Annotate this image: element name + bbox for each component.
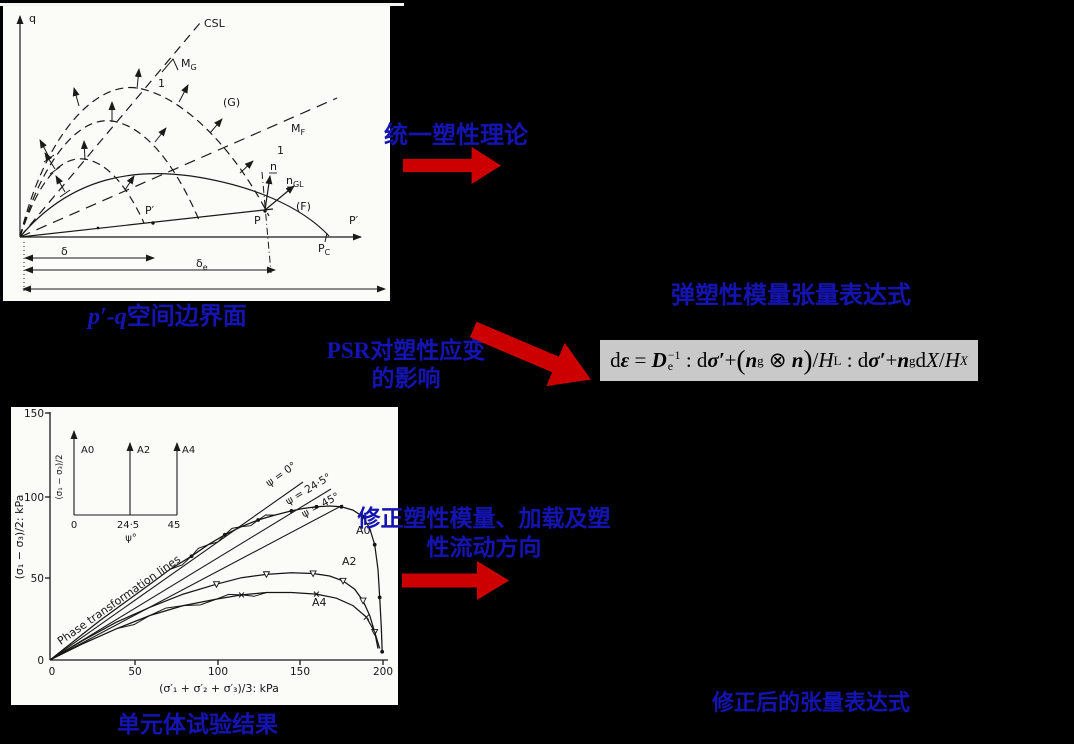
psr-effect-caption: PSR对塑性应变 的影响 (302, 337, 510, 393)
modified-modulus-caption: 修正塑性模量、加载及塑 性流动方向 (352, 504, 616, 562)
y-axis-label: (σ₁ − σ₃)/2: kPa (13, 495, 26, 580)
pq-space-caption: p′-q空间边界面 (88, 296, 247, 331)
n-label: n (270, 160, 277, 173)
mf-label: MF (291, 122, 306, 137)
modified-modulus-line2: 性流动方向 (426, 535, 542, 560)
ytick-150: 150 (24, 408, 44, 420)
inset-xtick-245: 24·5 (117, 520, 139, 531)
inset-x-axis-label: ψ° (125, 533, 137, 544)
ytick-100: 100 (24, 492, 44, 504)
pq-chart-labels: q CSL MG 1 (G) MF 1 n nGL (F) P′ P P′ PC… (29, 12, 359, 272)
p-prime-point (151, 221, 155, 225)
pq-caption-math: p′-q (88, 304, 127, 330)
ngl-vector-arrow (264, 185, 295, 211)
p-point (263, 209, 267, 213)
inset-xtick-45: 45 (168, 520, 181, 531)
pq-space-chart: q CSL MG 1 (G) MF 1 n nGL (F) P′ P P′ PC… (16, 12, 386, 293)
element-test-caption: 单元体试验结果 (117, 712, 278, 737)
psi-lines (49, 481, 344, 661)
ytick-0: 0 (37, 655, 44, 667)
delta-label: δ (61, 245, 68, 258)
f-curve-label: (F) (296, 200, 311, 213)
element-test-chart: A0 A2 A4 150 100 50 0 0 50 100 150 200 (σ′… (13, 408, 393, 695)
flow-arrow-right-icon (403, 147, 501, 184)
xtick-100: 100 (208, 666, 228, 678)
flow-arrow-right-icon (402, 561, 509, 600)
modified-modulus-line1: 修正塑性模量、加载及塑 (357, 506, 611, 531)
modified-tensor-caption: 修正后的张量表达式 (712, 690, 911, 715)
g-curve-label: (G) (223, 96, 240, 109)
inset-diagram (70, 430, 181, 516)
mf-one-label: 1 (277, 144, 284, 157)
pq-chart-geometry (16, 15, 386, 293)
normal-arrows (39, 68, 254, 198)
inset-y-axis-label: (σ₁ − σ₃)/2 (55, 454, 65, 499)
xtick-50: 50 (128, 666, 141, 678)
pq-caption-cjk: 空间边界面 (126, 304, 247, 330)
inset-arrow-a0-label: A0 (81, 445, 94, 456)
mg-label: MG (181, 57, 197, 72)
pc-label: PC (318, 242, 331, 257)
series-A2: A2 (49, 555, 379, 661)
series-A4: A4 (49, 591, 381, 661)
ytick-50: 50 (31, 573, 44, 585)
path-point (96, 226, 100, 230)
psr-effect-line1: PSR对塑性应变 (326, 338, 486, 363)
series-label-A0: A0 (356, 524, 371, 537)
xtick-0: 0 (49, 666, 56, 678)
series-A0: A0 (49, 504, 385, 661)
x-axis-label: (σ′₁ + σ′₂ + σ′₃)/3: kPa (159, 682, 279, 695)
tensor-expression-caption: 弹塑性模量张量表达式 (671, 283, 911, 309)
psr-effect-line2: 的影响 (371, 366, 441, 391)
csl-label: CSL (204, 17, 226, 30)
pq-space-chart-panel: q CSL MG 1 (G) MF 1 n nGL (F) P′ P P′ PC… (3, 6, 390, 301)
xtick-200: 200 (373, 666, 393, 678)
psi-0-label: ψ = 0° (264, 460, 299, 490)
test-chart-axes (45, 412, 388, 665)
element-test-chart-panel: A0 A2 A4 150 100 50 0 0 50 100 150 200 (σ′… (11, 407, 398, 705)
inset-arrow-a2-label: A2 (137, 445, 150, 456)
p-prime-point-label: P′ (145, 204, 155, 217)
axis-label-p-prime: P′ (349, 214, 359, 227)
axis-label-q: q (29, 12, 36, 25)
xtick-150: 150 (290, 666, 310, 678)
p-point-label: P (254, 214, 261, 227)
series-label-A2: A2 (342, 555, 357, 568)
series-layer: A0 A2 A4 (49, 504, 385, 661)
inset-arrow-a4-label: A4 (182, 445, 195, 456)
mg-one-label: 1 (158, 77, 165, 90)
n-vector-arrow (264, 175, 273, 211)
ngl-label: nGL (286, 174, 304, 189)
inset-xtick-0: 0 (71, 520, 77, 531)
series-label-A4: A4 (312, 596, 327, 609)
unified-theory-caption: 统一塑性理论 (384, 123, 528, 149)
scan-edge-line (0, 3, 404, 6)
delta-e-label: δe (196, 257, 208, 272)
test-chart-labels: 150 100 50 0 0 50 100 150 200 (σ′₁ + σ′₂… (13, 408, 393, 695)
